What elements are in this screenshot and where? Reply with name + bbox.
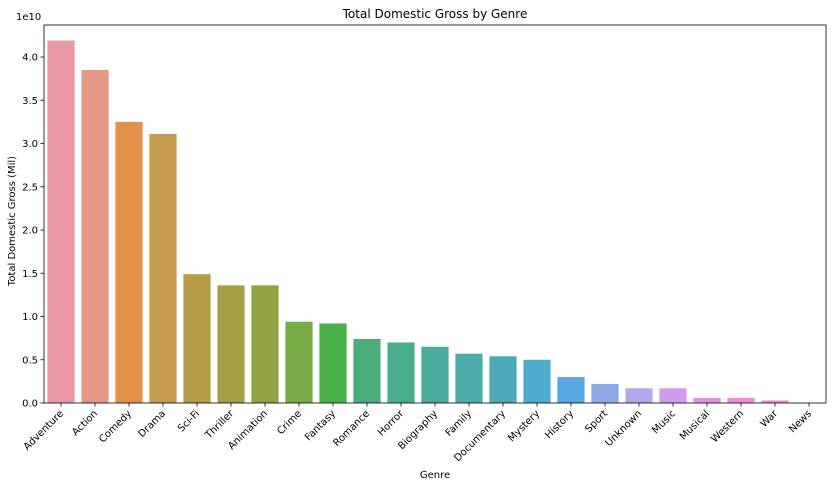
x-tick-label: Action	[70, 408, 100, 438]
x-tick-label: Music	[650, 408, 678, 436]
x-tick-label: Unknown	[604, 408, 645, 449]
x-axis-label: Genre	[420, 470, 450, 481]
bar	[149, 133, 177, 404]
y-tick-label: 0.5	[22, 355, 38, 366]
y-tick-label: 2.0	[22, 226, 38, 237]
bar	[761, 400, 789, 403]
x-tick-label: Western	[709, 408, 746, 445]
x-tick-label: Adventure	[22, 408, 66, 452]
y-tick-label: 3.0	[22, 139, 38, 150]
x-tick-label: Drama	[136, 408, 168, 440]
x-tick-label: Comedy	[97, 408, 134, 445]
bar	[319, 323, 347, 403]
bar	[387, 342, 415, 403]
y-tick-label: 2.5	[22, 182, 38, 193]
x-tick-label: Mystery	[506, 408, 542, 444]
y-tick-label: 3.5	[22, 96, 38, 107]
x-tick-label: Family	[444, 408, 475, 439]
bar	[727, 397, 755, 403]
x-tick-label: Sport	[583, 408, 610, 435]
bar	[489, 356, 517, 403]
bar	[353, 338, 381, 403]
bar	[81, 69, 109, 403]
bar	[217, 285, 245, 403]
x-tick-label: Crime	[275, 408, 304, 437]
chart-title: Total Domestic Gross by Genre	[342, 7, 528, 21]
x-tick-label: Thriller	[203, 408, 237, 442]
bar	[625, 388, 653, 403]
bar	[591, 383, 619, 403]
x-tick-label: Fantasy	[303, 408, 338, 443]
bar	[47, 40, 75, 403]
bar	[285, 321, 313, 403]
x-tick-label: Horror	[376, 408, 407, 439]
y-tick-label: 4.0	[22, 53, 38, 64]
y-tick-label: 0.0	[22, 399, 38, 410]
y-axis-label: Total Domestic Gross (Mil)	[7, 156, 18, 287]
bar	[421, 346, 449, 403]
bar	[455, 353, 483, 403]
bar	[557, 377, 585, 403]
x-tick-label: Sci-Fi	[176, 408, 202, 434]
x-tick-label: News	[787, 408, 814, 435]
bar	[251, 285, 279, 403]
bar	[115, 121, 143, 403]
bar	[523, 359, 551, 403]
y-tick-label: 1.0	[22, 312, 38, 323]
x-tick-label: War	[759, 408, 781, 430]
bar	[183, 274, 211, 403]
x-tick-label: Romance	[331, 408, 372, 449]
y-offset-label: 1e10	[16, 12, 41, 23]
x-tick-label: History	[543, 408, 576, 441]
x-tick-label: Musical	[678, 408, 712, 442]
bar	[693, 397, 721, 403]
plot-area: 0.0 0.5 1.0 1.5 2.0 2.5 3.0 3.5 4.0 Adventure Acti…	[22, 24, 827, 464]
bar	[659, 388, 687, 403]
y-tick-label: 1.5	[22, 269, 38, 280]
